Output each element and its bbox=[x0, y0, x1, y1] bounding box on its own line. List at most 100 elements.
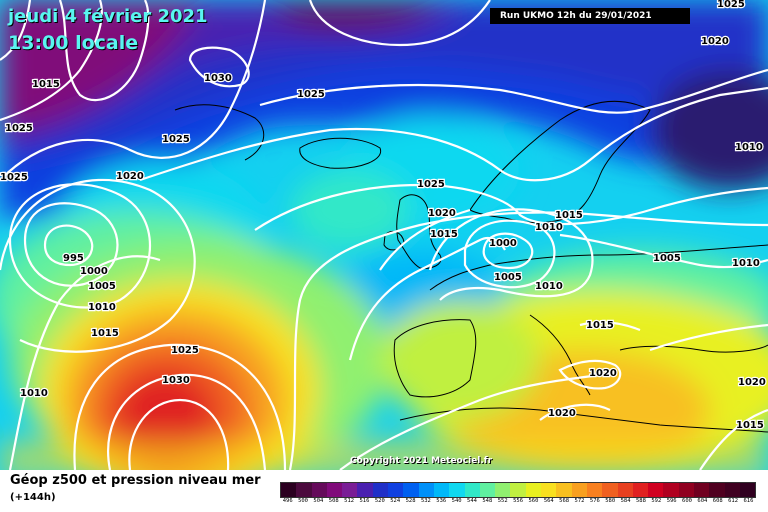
scale-swatch bbox=[495, 483, 511, 497]
scale-swatch bbox=[357, 483, 373, 497]
isobar-label: 1005 bbox=[88, 281, 116, 292]
isobar-label: 1000 bbox=[80, 266, 108, 277]
scale-label: 588 bbox=[635, 498, 646, 504]
scale-label: 524 bbox=[390, 498, 401, 504]
scale-swatch bbox=[372, 483, 389, 497]
isobar-labels: 1025 1030 1025 1015 1025 1025 1020 1025 … bbox=[0, 0, 767, 432]
scale-swatch bbox=[464, 483, 480, 497]
scale-swatch bbox=[571, 483, 587, 497]
scale-label: 512 bbox=[344, 498, 355, 504]
scale-swatch bbox=[403, 483, 419, 497]
isobar-lines bbox=[0, 0, 768, 470]
scale-swatch bbox=[678, 483, 695, 497]
scale-swatch bbox=[541, 483, 557, 497]
isobar-label: 1025 bbox=[717, 0, 745, 10]
scale-swatch bbox=[724, 483, 740, 497]
isobar-label: 1010 bbox=[88, 302, 116, 313]
isobar-label: 1020 bbox=[738, 377, 766, 388]
scale-swatch bbox=[281, 483, 297, 497]
isobar-label: 1015 bbox=[736, 420, 764, 431]
scale-swatch bbox=[418, 483, 434, 497]
scale-label: 556 bbox=[513, 498, 524, 504]
color-scale-legend: 496 500 504 508 512 516 520 524 528 532 536 540 544 5… bbox=[280, 482, 756, 508]
scale-swatch bbox=[525, 483, 542, 497]
color-scale-labels: 496 500 504 508 512 516 520 524 528 532 536 540 544 5… bbox=[280, 498, 756, 508]
scale-swatch bbox=[694, 483, 710, 497]
map-footer: Géop z500 et pression niveau mer (+144h)… bbox=[0, 470, 768, 512]
scale-swatch bbox=[342, 483, 358, 497]
scale-label: 600 bbox=[682, 498, 692, 504]
isobar-label: 1005 bbox=[494, 272, 522, 283]
scale-label: 608 bbox=[712, 498, 723, 504]
scale-label: 612 bbox=[728, 498, 739, 504]
scale-label: 544 bbox=[467, 498, 477, 504]
isobar-label: 1005 bbox=[653, 253, 681, 264]
isobar-label: 1020 bbox=[589, 368, 617, 379]
scale-label: 616 bbox=[743, 498, 754, 504]
map-canvas: 1025 1030 1025 1015 1025 1025 1020 1025 … bbox=[0, 0, 768, 470]
scale-label: 596 bbox=[666, 498, 677, 504]
scale-label: 568 bbox=[559, 498, 570, 504]
isobar-label: 1010 bbox=[535, 222, 563, 233]
scale-label: 496 bbox=[282, 498, 293, 504]
scale-swatch bbox=[388, 483, 404, 497]
isobar-label: 1000 bbox=[489, 238, 517, 249]
scale-swatch bbox=[709, 483, 725, 497]
isobar-label: 1020 bbox=[701, 36, 729, 47]
scale-swatch bbox=[326, 483, 343, 497]
isobar-label: 1020 bbox=[428, 208, 456, 219]
map-title: Géop z500 et pression niveau mer bbox=[10, 473, 261, 488]
forecast-time: 13:00 locale bbox=[8, 32, 139, 54]
forecast-date: jeudi 4 février 2021 bbox=[8, 6, 208, 27]
isobar-label: 1030 bbox=[204, 73, 232, 84]
weather-map: 1025 1030 1025 1015 1025 1025 1020 1025 … bbox=[0, 0, 768, 470]
scale-label: 584 bbox=[620, 498, 631, 504]
scale-swatch bbox=[556, 483, 572, 497]
model-run-label: Run UKMO 12h du 29/01/2021 bbox=[490, 8, 690, 24]
scale-swatch bbox=[663, 483, 679, 497]
scale-label: 504 bbox=[313, 498, 324, 504]
scale-swatch bbox=[433, 483, 450, 497]
isobar-label: 1015 bbox=[91, 328, 119, 339]
scale-swatch bbox=[648, 483, 664, 497]
scale-label: 532 bbox=[420, 498, 431, 504]
scale-swatch bbox=[510, 483, 526, 497]
isobar-label: 1015 bbox=[555, 210, 583, 221]
isobar-label: 1025 bbox=[162, 134, 190, 145]
isobar-label: 1025 bbox=[5, 123, 33, 134]
scale-label: 520 bbox=[374, 498, 385, 504]
scale-label: 500 bbox=[298, 498, 308, 504]
scale-swatch bbox=[586, 483, 603, 497]
isobar-label: 1020 bbox=[116, 171, 144, 182]
coastlines bbox=[174, 100, 768, 433]
isobar-label: 1015 bbox=[32, 79, 60, 90]
isobar-label: 1010 bbox=[735, 142, 763, 153]
scale-label: 528 bbox=[405, 498, 416, 504]
isobar-label: 1030 bbox=[162, 375, 190, 386]
scale-label: 508 bbox=[328, 498, 339, 504]
scale-swatch bbox=[296, 483, 312, 497]
scale-swatch bbox=[449, 483, 465, 497]
scale-label: 604 bbox=[697, 498, 708, 504]
isobar-label: 995 bbox=[63, 253, 84, 264]
scale-swatch bbox=[739, 483, 756, 497]
isobar-label: 1025 bbox=[171, 345, 199, 356]
copyright-text: Copyright 2021 Meteociel.fr bbox=[350, 456, 493, 466]
isobar-label: 1010 bbox=[732, 258, 760, 269]
isobar-label: 1025 bbox=[417, 179, 445, 190]
scale-label: 572 bbox=[574, 498, 585, 504]
scale-label: 576 bbox=[589, 498, 600, 504]
scale-swatch bbox=[602, 483, 618, 497]
color-scale-bar bbox=[280, 482, 756, 498]
scale-label: 564 bbox=[543, 498, 554, 504]
isobar-label: 1025 bbox=[297, 89, 325, 100]
scale-label: 540 bbox=[451, 498, 462, 504]
scale-label: 580 bbox=[605, 498, 616, 504]
scale-label: 560 bbox=[528, 498, 539, 504]
scale-label: 548 bbox=[482, 498, 493, 504]
isobar-label: 1015 bbox=[586, 320, 614, 331]
scale-label: 592 bbox=[651, 498, 662, 504]
isobar-label: 1025 bbox=[0, 172, 28, 183]
scale-label: 516 bbox=[359, 498, 370, 504]
scale-label: 536 bbox=[436, 498, 447, 504]
